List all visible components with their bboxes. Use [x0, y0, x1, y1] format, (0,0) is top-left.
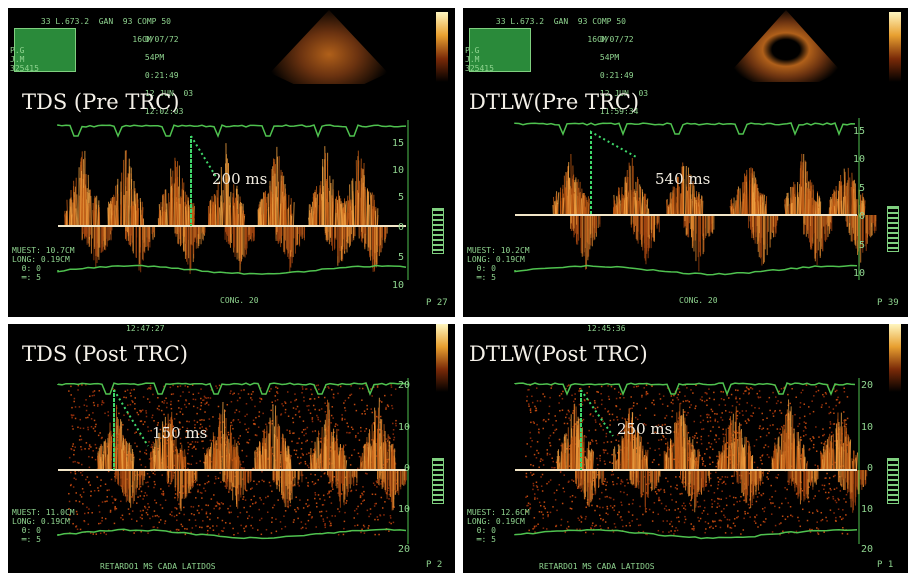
- gain-indicator: [432, 208, 444, 254]
- tick-label: 10: [397, 504, 410, 515]
- tick-label: 5: [858, 183, 865, 194]
- footer-label: RETARDO1 MS CADA LATIDOS: [539, 562, 655, 571]
- header-time: 12:47:27: [126, 324, 165, 333]
- ecg-trace: [57, 382, 407, 397]
- color-scale-bar: [889, 12, 901, 82]
- footer-label: CONG. 20: [220, 296, 259, 305]
- tick-label: 15: [391, 138, 404, 149]
- tick-label: 0: [403, 463, 410, 474]
- time-delay-marker: [190, 132, 219, 226]
- color-scale-bar: [436, 324, 448, 392]
- doppler-spectrum: [57, 378, 409, 544]
- tick-label: 5: [397, 252, 404, 263]
- tick-label: 10: [391, 165, 404, 176]
- time-delay-marker: [580, 386, 614, 470]
- patient-ids: P.G J.M 325415: [10, 46, 39, 73]
- respiratory-trace: [514, 528, 858, 540]
- tick-label: 5: [858, 240, 865, 251]
- sample-info: MUEST: 12.6CM LONG: 0.19CM θ: 0 ═: 5: [467, 508, 530, 544]
- sample-info: MUEST: 10.2CM LONG: 0.19CM θ: 0 ═: 5: [467, 246, 530, 282]
- tick-label: 15: [852, 126, 865, 137]
- page-label: P 2: [426, 560, 443, 570]
- page-label: P 39: [877, 298, 899, 308]
- panel-dtlw-post: 12:45:36 DTLW(Post TRC) 250 ms MUEST: 12…: [463, 324, 908, 573]
- settings-box: [469, 28, 531, 72]
- panel-title: DTLW(Pre TRC): [469, 90, 640, 114]
- tick-label: 20: [397, 380, 410, 391]
- sample-info: MUEST: 11.0CM LONG: 0.19CM θ: 0 ═: 5: [12, 508, 75, 544]
- footer-label: CONG. 20: [679, 296, 718, 305]
- measurement-label: 200 ms: [212, 170, 268, 188]
- panel-dtlw-pre: 33 L.673.2 GAN 93 COMP 50 CLINICA 16CM 0…: [463, 8, 908, 317]
- doppler-spectrum: [514, 378, 868, 544]
- patient-ids: P.G J.M 325415: [465, 46, 494, 73]
- measurement-label: 250 ms: [617, 420, 673, 438]
- tick-label: 10: [860, 504, 873, 515]
- panel-title: TDS (Post TRC): [22, 342, 188, 366]
- panel-tds-post: 12:47:27 TDS (Post TRC) 150 ms MUEST: 11…: [8, 324, 455, 573]
- tick-label: 10: [391, 280, 404, 291]
- panel-tds-pre: 33 L.673.2 GAN 93 COMP 50 CLINICA 16CM 0…: [8, 8, 455, 317]
- tick-label: 10: [860, 422, 873, 433]
- tick-label: 10: [397, 422, 410, 433]
- gain-indicator: [887, 458, 899, 504]
- respiratory-trace: [514, 264, 858, 276]
- tick-label: 10: [852, 268, 865, 279]
- tick-label: 0: [397, 222, 404, 233]
- color-scale-bar: [436, 12, 448, 82]
- panel-title: TDS (Pre TRC): [22, 90, 180, 114]
- tick-label: 20: [860, 380, 873, 391]
- panel-title: DTLW(Post TRC): [469, 342, 648, 366]
- doppler-spectrum: [514, 118, 877, 280]
- tick-label: 20: [860, 544, 873, 555]
- sample-info: MUEST: 10.7CM LONG: 0.19CM θ: 0 ═: 5: [12, 246, 75, 282]
- header-times: 0/07/72 54PM 0:21:49 12 JUN 03 12:02:03: [144, 35, 194, 116]
- doppler-spectrum: [57, 120, 409, 280]
- header-time: 12:45:36: [587, 324, 626, 333]
- footer-label: RETARDO1 MS CADA LATIDOS: [100, 562, 216, 571]
- ecg-trace: [514, 382, 856, 397]
- page-label: P 1: [877, 560, 894, 570]
- gain-indicator: [432, 458, 444, 504]
- time-delay-marker: [590, 130, 639, 215]
- respiratory-trace: [57, 264, 407, 275]
- measurement-label: 540 ms: [655, 170, 711, 188]
- tick-label: 0: [858, 211, 865, 222]
- header-times: 0/07/72 54PM 0:21:49 12 JUN 03 11:59:34: [599, 35, 649, 116]
- respiratory-trace: [57, 528, 407, 540]
- ecg-trace: [57, 124, 407, 139]
- tick-label: 0: [866, 463, 873, 474]
- settings-box: [14, 28, 76, 72]
- time-delay-marker: [113, 386, 149, 470]
- tick-label: 5: [397, 192, 404, 203]
- tick-label: 20: [397, 544, 410, 555]
- gain-indicator: [887, 206, 899, 252]
- tick-label: 10: [852, 154, 865, 165]
- page-label: P 27: [426, 298, 448, 308]
- ecg-trace: [514, 122, 856, 137]
- color-scale-bar: [889, 324, 901, 392]
- measurement-label: 150 ms: [152, 424, 208, 442]
